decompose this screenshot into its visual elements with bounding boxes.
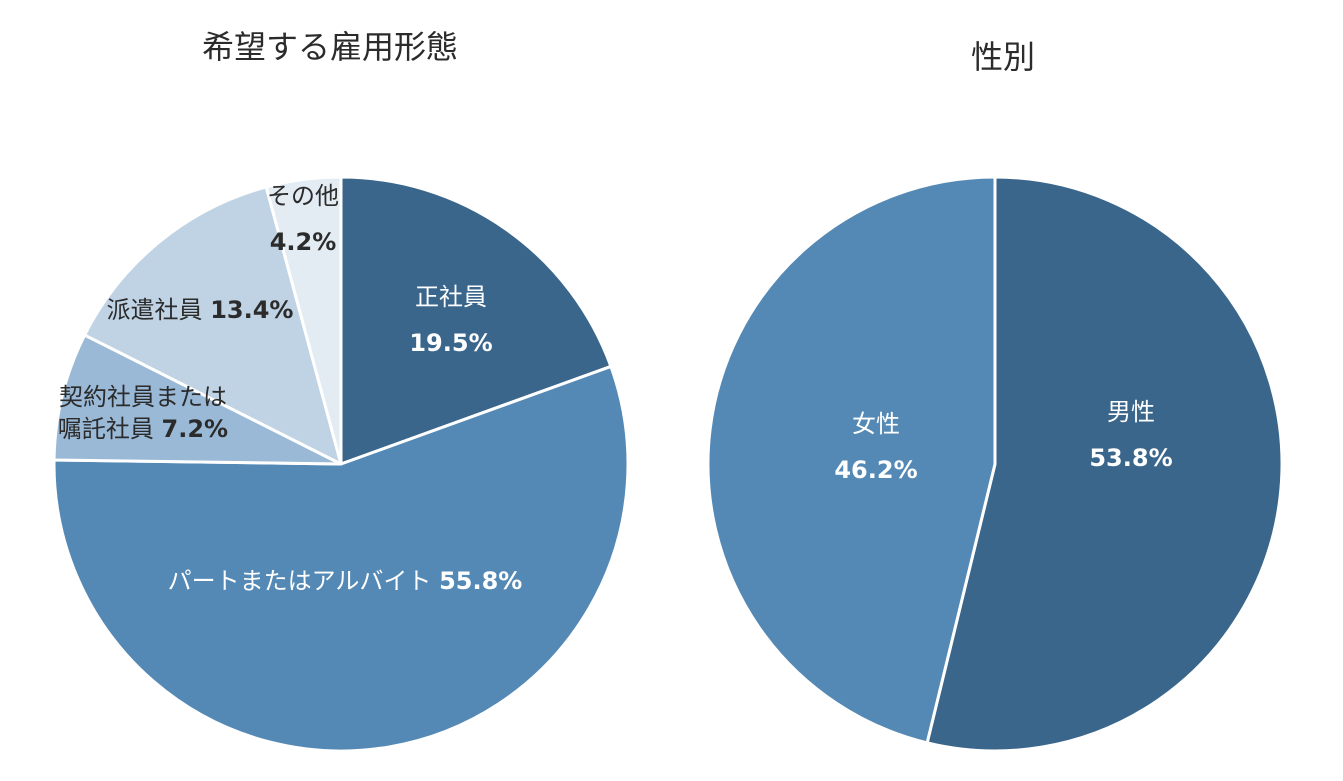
pie-slice-female	[706, 175, 997, 745]
pie-slice-male	[925, 175, 1284, 753]
employment-type-chart-title: 希望する雇用形態	[202, 28, 458, 66]
pie-slice-seishain	[339, 175, 613, 466]
slice-label-seishain: 正社員	[415, 283, 487, 311]
slice-value-seishain: 19.5%	[409, 329, 492, 357]
slice-label-female: 女性	[852, 410, 900, 438]
pie-slice-keiyaku-shokutaku	[52, 333, 343, 466]
slice-value-part-arbeit: 55.8%	[439, 567, 522, 595]
slice-value-keiyaku-shokutaku: 7.2%	[162, 415, 229, 443]
slice-value-haken: 13.4%	[210, 296, 293, 324]
slice-label-part-arbeit: パートまたはアルバイト 55.8%	[168, 567, 523, 595]
gender-chart-title: 性別	[971, 38, 1035, 76]
slice-label-keiyaku-shokutaku-line2: 嘱託社員 7.2%	[58, 415, 228, 443]
slice-label-keiyaku-shokutaku-line1: 契約社員または	[59, 383, 227, 411]
slice-label-haken: 派遣社員 13.4%	[107, 296, 294, 324]
pie-slice-sonota	[264, 175, 343, 466]
pie-slice-haken	[83, 185, 343, 466]
slice-value-female: 46.2%	[834, 456, 917, 484]
slice-label-sonota: その他	[267, 182, 339, 210]
slice-value-sonota: 4.2%	[270, 228, 337, 256]
slice-label-male: 男性	[1107, 398, 1155, 426]
gender-pie-chart: 性別 男性 53.8% 女性 46.2%	[706, 38, 1284, 753]
slice-value-male: 53.8%	[1089, 444, 1172, 472]
employment-type-pie-chart: 希望する雇用形態 正社員 19.5% パートまたはアルバイト 55.8% 契約社員また…	[52, 28, 630, 753]
